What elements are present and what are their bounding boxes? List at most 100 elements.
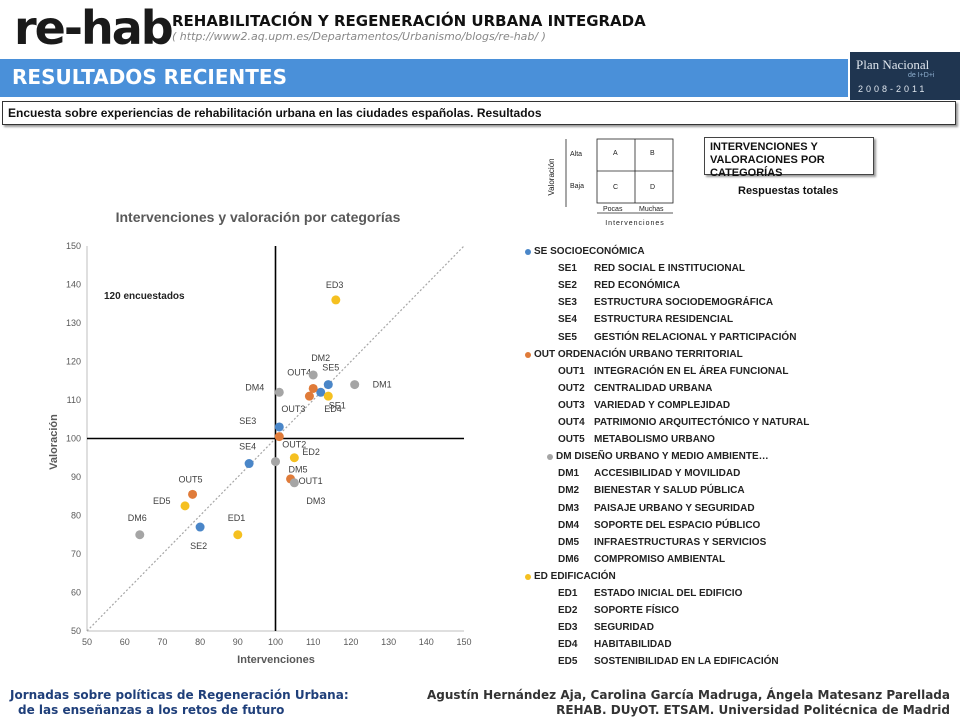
footer-left: Jornadas sobre políticas de Regeneración… xyxy=(10,688,349,718)
legend-text-out1: INTEGRACIÓN EN EL ÁREA FUNCIONAL xyxy=(594,365,789,377)
point-se2 xyxy=(195,522,205,532)
point-ed5 xyxy=(180,501,190,511)
plan-name: Plan Nacional xyxy=(856,57,930,72)
legend-text-out3: VARIEDAD Y COMPLEJIDAD xyxy=(594,399,731,411)
legend-code-out3: OUT3 xyxy=(558,399,585,411)
legend-dot-ed xyxy=(525,573,531,580)
legend-text-dm4: SOPORTE DEL ESPACIO PÚBLICO xyxy=(594,519,761,531)
legend-code-dm4: DM4 xyxy=(558,519,580,531)
legend-text-dm3: PAISAJE URBANO Y SEGURIDAD xyxy=(594,502,755,514)
y-tick-label: 90 xyxy=(71,472,81,482)
legend-dot-out xyxy=(525,351,531,358)
point-label-out2: OUT2 xyxy=(282,440,306,450)
scatter-chart: Intervenciones y valoración por categorí… xyxy=(48,209,472,666)
y-tick-label: 70 xyxy=(71,549,81,559)
legend-group-out: OUT ORDENACIÓN URBANO TERRITORIAL xyxy=(534,348,743,360)
x-tick-label: 100 xyxy=(268,637,283,647)
point-label-dm4: DM4 xyxy=(245,382,264,392)
y-tick-label: 50 xyxy=(71,626,81,636)
legend-text-ed3: SEGURIDAD xyxy=(594,622,655,634)
matrix-cell-c: C xyxy=(613,184,618,191)
point-out3 xyxy=(304,391,314,401)
y-tick-label: 140 xyxy=(66,280,81,290)
point-ed3 xyxy=(331,295,341,305)
point-label-se5: SE5 xyxy=(322,363,339,373)
point-dm2 xyxy=(308,370,318,380)
x-tick-label: 130 xyxy=(381,637,396,647)
legend-text-se3: ESTRUCTURA SOCIODEMOGRÁFICA xyxy=(594,297,774,309)
x-tick-label: 90 xyxy=(233,637,243,647)
legend-text-se2: RED ECONÓMICA xyxy=(594,280,681,292)
point-se5 xyxy=(323,380,333,390)
plan-years: 2008-2011 xyxy=(858,84,928,94)
chart-title: Intervenciones y valoración por categorí… xyxy=(116,209,401,225)
legend-code-ed5: ED5 xyxy=(558,656,578,668)
x-tick-label: 120 xyxy=(343,637,358,647)
footer-event-line2: de las enseñanzas a los retos de futuro xyxy=(18,703,285,717)
point-label-se1: SE1 xyxy=(329,400,346,410)
point-dm6 xyxy=(135,530,145,540)
x-tick-label: 110 xyxy=(306,637,320,647)
legend-text-ed4: HABITABILIDAD xyxy=(594,639,672,651)
legend-group-ed: ED EDIFICACIÓN xyxy=(534,570,616,582)
category-box: INTERVENCIONES Y VALORACIONES POR CATEGO… xyxy=(704,137,874,179)
legend-text-se1: RED SOCIAL E INSTITUCIONAL xyxy=(594,263,745,275)
y-tick-label: 150 xyxy=(66,241,81,251)
subtitle-box: Encuesta sobre experiencias de rehabilit… xyxy=(2,101,956,125)
legend-code-out5: OUT5 xyxy=(558,434,585,446)
point-label-dm6: DM6 xyxy=(128,513,147,523)
matrix-col-pocas: Pocas xyxy=(603,206,623,213)
point-label-ed5: ED5 xyxy=(153,496,171,506)
legend-text-ed5: SOSTENIBILIDAD EN LA EDIFICACIÓN xyxy=(594,656,779,668)
legend-text-se4: ESTRUCTURA RESIDENCIAL xyxy=(594,314,734,326)
point-label-se4: SE4 xyxy=(239,442,256,452)
x-tick-label: 50 xyxy=(82,637,92,647)
legend-text-se5: GESTIÓN RELACIONAL Y PARTICIPACIÓN xyxy=(594,331,797,343)
legend-code-dm5: DM5 xyxy=(558,536,580,548)
chart-xlabel: Intervenciones xyxy=(237,654,315,666)
chart-ylabel: Valoración xyxy=(48,414,60,470)
point-label-dm2: DM2 xyxy=(311,353,330,363)
legend-code-out2: OUT2 xyxy=(558,382,585,394)
x-tick-label: 80 xyxy=(195,637,205,647)
point-dm4 xyxy=(274,387,284,397)
point-label-ed2: ED2 xyxy=(302,447,320,457)
matrix-xlabel: Intervenciones xyxy=(605,220,665,227)
legend-code-se2: SE2 xyxy=(558,280,577,292)
y-tick-label: 110 xyxy=(67,395,81,405)
legend-text-out5: METABOLISMO URBANO xyxy=(594,434,715,446)
point-dm1 xyxy=(350,380,360,390)
point-ed4 xyxy=(323,391,333,401)
x-tick-label: 60 xyxy=(120,637,130,647)
point-ed2 xyxy=(289,453,299,463)
footer-authors: Agustín Hernández Aja, Carolina García M… xyxy=(427,688,950,702)
y-tick-label: 100 xyxy=(66,434,81,444)
footer-event-line1: Jornadas sobre políticas de Regeneración… xyxy=(10,688,349,702)
point-out5 xyxy=(188,489,198,499)
legend-code-se1: SE1 xyxy=(558,263,577,275)
point-se1 xyxy=(316,387,326,397)
legend-text-dm2: BIENESTAR Y SALUD PÚBLICA xyxy=(594,485,745,497)
header-url[interactable]: ( http://www2.aq.upm.es/Departamentos/Ur… xyxy=(172,30,546,43)
point-label-dm1: DM1 xyxy=(373,380,392,390)
matrix-col-muchas: Muchas xyxy=(639,206,664,213)
rehab-logo: re-hab xyxy=(14,1,174,55)
legend-text-dm6: COMPROMISO AMBIENTAL xyxy=(594,553,726,565)
y-tick-label: 60 xyxy=(71,588,81,598)
point-label-se2: SE2 xyxy=(190,541,207,551)
matrix-ylabel: Valoración xyxy=(547,158,556,195)
point-label-ed1: ED1 xyxy=(228,513,246,523)
matrix-cell-d: D xyxy=(650,184,655,191)
plan-nacional-logo: Plan Nacional de I+D+i 2008-2011 xyxy=(850,52,960,100)
legend-text-dm5: INFRAESTRUCTURAS Y SERVICIOS xyxy=(594,536,767,548)
point-dm5 xyxy=(271,457,280,467)
point-label-out4: OUT4 xyxy=(287,367,311,377)
totals-label: Respuestas totales xyxy=(738,185,839,197)
legend-dot-se xyxy=(525,249,531,255)
point-label-ed4: ED4 xyxy=(324,404,342,414)
x-tick-label: 70 xyxy=(157,637,167,647)
legend-code-dm3: DM3 xyxy=(558,502,580,514)
legend-code-dm1: DM1 xyxy=(558,468,580,480)
legend-code-ed2: ED2 xyxy=(558,605,578,617)
point-label-out3: OUT3 xyxy=(281,404,305,414)
